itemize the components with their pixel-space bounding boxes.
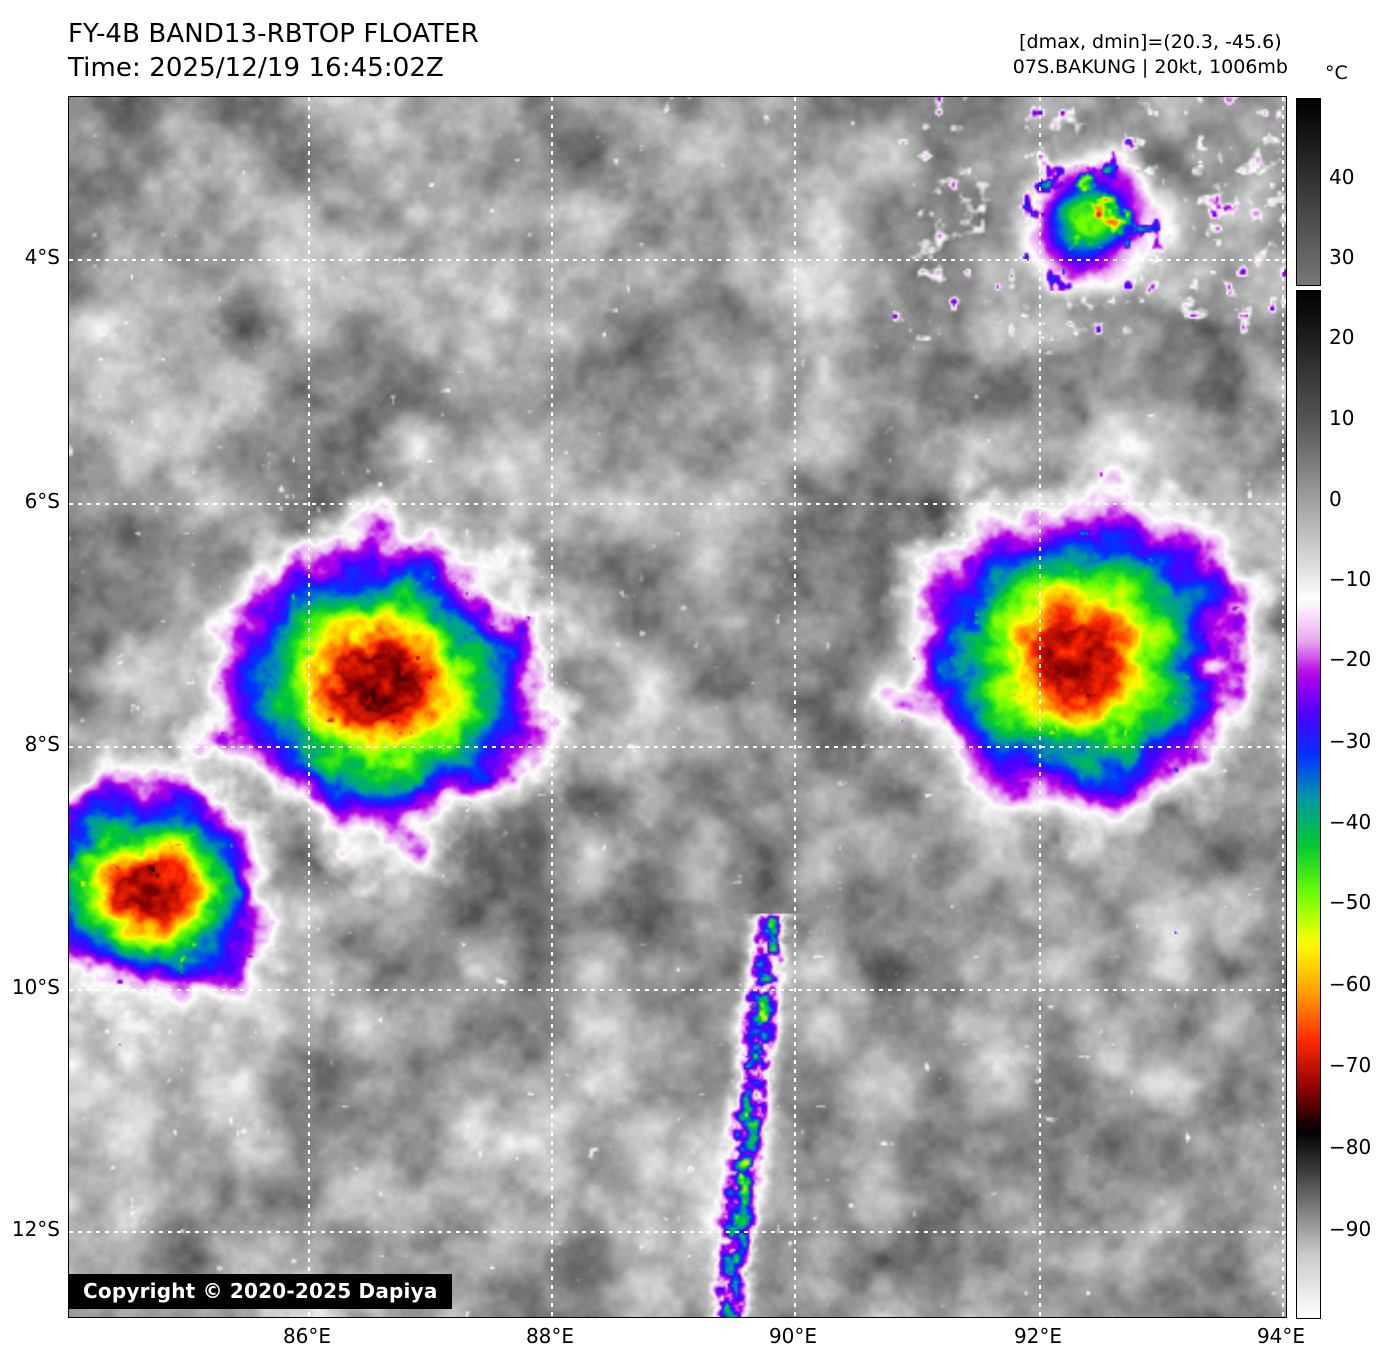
colorbar-tick-11: −70 xyxy=(1329,1053,1372,1077)
lat-tick-1: 6°S xyxy=(24,489,60,513)
lat-tick-0: 4°S xyxy=(24,245,60,269)
colorbar-main-segment xyxy=(1296,290,1321,1319)
colorbar-tick-9: −50 xyxy=(1329,890,1372,914)
lon-tick-2: 90°E xyxy=(768,1324,818,1348)
header-title-block: FY-4B BAND13-RBTOP FLOATER Time: 2025/12… xyxy=(68,18,479,86)
lat-tick-3: 10°S xyxy=(11,975,60,999)
colorbar-tick-8: −40 xyxy=(1329,810,1372,834)
colorbar-tick-10: −60 xyxy=(1329,972,1372,996)
lat-tick-2: 8°S xyxy=(24,732,60,756)
colorbar-tick-13: −90 xyxy=(1329,1217,1372,1241)
colorbar-tick-0: 40 xyxy=(1329,165,1355,189)
colorbar-tick-12: −80 xyxy=(1329,1135,1372,1159)
colorbar-tick-1: 30 xyxy=(1329,245,1355,269)
lon-tick-4: 94°E xyxy=(1256,1324,1306,1348)
lon-tick-3: 92°E xyxy=(1013,1324,1063,1348)
colorbar-tick-6: −20 xyxy=(1329,647,1372,671)
colorbar-tick-3: 10 xyxy=(1329,406,1355,430)
colorbar-tick-7: −30 xyxy=(1329,729,1372,753)
lat-tick-4: 12°S xyxy=(11,1217,60,1241)
dminmax-readout: [dmax, dmin]=(20.3, -45.6) xyxy=(1019,31,1282,53)
lon-tick-1: 88°E xyxy=(525,1324,575,1348)
colorbar-unit-label: °C xyxy=(1325,62,1348,84)
storm-info: 07S.BAKUNG | 20kt, 1006mb xyxy=(1012,56,1288,79)
colorbar-warm-segment xyxy=(1296,98,1321,286)
colorbar-tick-5: −10 xyxy=(1329,567,1372,591)
lon-tick-0: 86°E xyxy=(282,1324,332,1348)
colorbar-tick-2: 20 xyxy=(1329,325,1355,349)
copyright-watermark: Copyright © 2020-2025 Dapiya xyxy=(69,1274,452,1309)
colorbar-tick-4: 0 xyxy=(1329,487,1342,511)
satellite-imagery-canvas xyxy=(69,97,1286,1317)
timestamp: Time: 2025/12/19 16:45:02Z xyxy=(68,52,444,83)
header-meta-block: [dmax, dmin]=(20.3, -45.6) 07S.BAKUNG | … xyxy=(1013,30,1288,80)
page-title: FY-4B BAND13-RBTOP FLOATER xyxy=(68,19,479,49)
satellite-image-plot[interactable]: Copyright © 2020-2025 Dapiya xyxy=(68,96,1287,1318)
